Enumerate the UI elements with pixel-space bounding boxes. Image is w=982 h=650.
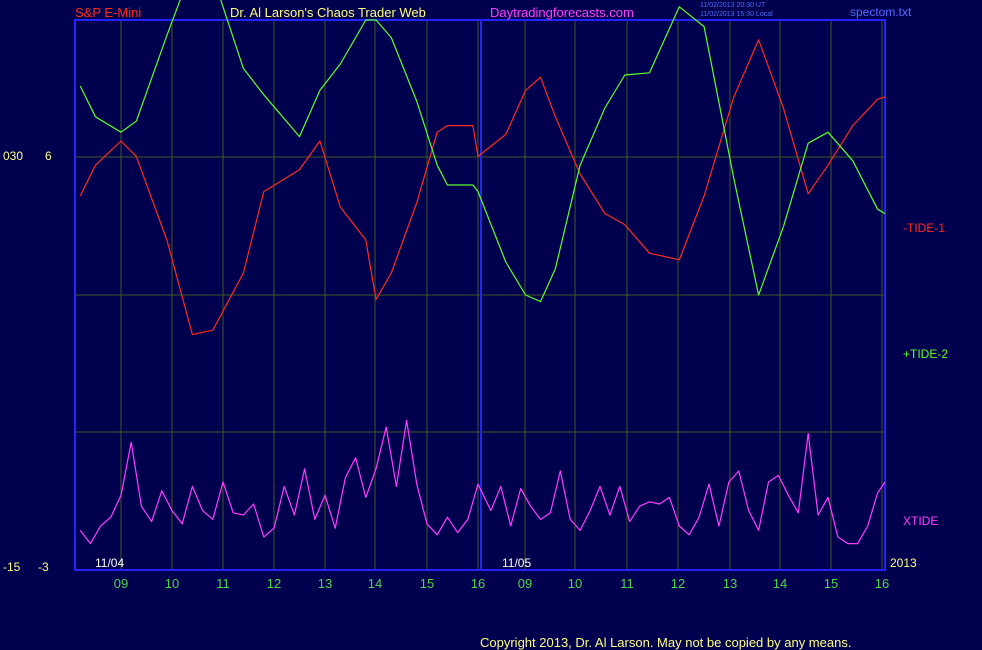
chart-title: S&P E-Mini <box>75 5 142 20</box>
copyright-notice: Copyright 2013, Dr. Al Larson. May not b… <box>480 635 852 650</box>
y-label-bottom-right: -3 <box>38 560 49 574</box>
x-tick-label: 16 <box>471 576 485 591</box>
series-label-xtide: XTIDE <box>903 514 939 528</box>
x-tick-label: 15 <box>824 576 838 591</box>
day-label-2: 11/05 <box>502 556 532 570</box>
x-tick-label: 12 <box>671 576 685 591</box>
x-tick-label: 14 <box>368 576 382 591</box>
year-label: 2013 <box>890 556 917 570</box>
x-tick-label: 09 <box>518 576 532 591</box>
series-label-tide-2: +TIDE-2 <box>903 347 949 361</box>
x-tick-label: 13 <box>723 576 737 591</box>
x-tick-label: 16 <box>875 576 889 591</box>
site-link[interactable]: Daytradingforecasts.com <box>490 5 634 20</box>
series-line-tide-2 <box>79 0 886 303</box>
x-tick-label: 10 <box>568 576 582 591</box>
y-label-top-right: 6 <box>45 149 52 163</box>
x-tick-label: 11 <box>620 576 634 591</box>
series-line-tide-1 <box>79 39 886 336</box>
series-layer <box>79 0 886 545</box>
x-tick-label: 11 <box>216 576 230 591</box>
series-label-tide-1: -TIDE-1 <box>903 221 945 235</box>
x-tick-label: 10 <box>165 576 179 591</box>
data-file-name: spectom.txt <box>850 5 912 19</box>
timestamp-local: 11/02/2013 15:30 Local <box>700 11 773 18</box>
x-tick-label: 15 <box>420 576 434 591</box>
y-label-bottom-left: -15 <box>3 560 21 574</box>
site-title: Dr. Al Larson's Chaos Trader Web <box>230 5 426 20</box>
y-label-top-left: 030 <box>3 149 24 163</box>
grid-lines: 09 10 11 12 13 14 15 16 09 10 11 12 13 14 15 16 <box>75 20 889 591</box>
x-tick-label: 09 <box>114 576 128 591</box>
series-line-xtide <box>79 419 886 545</box>
x-tick-label: 14 <box>773 576 787 591</box>
x-tick-label: 13 <box>318 576 332 591</box>
x-tick-label: 12 <box>267 576 281 591</box>
timestamp-utc: 11/02/2013 20:30 UT <box>700 2 766 9</box>
day-label-1: 11/04 <box>95 556 125 570</box>
